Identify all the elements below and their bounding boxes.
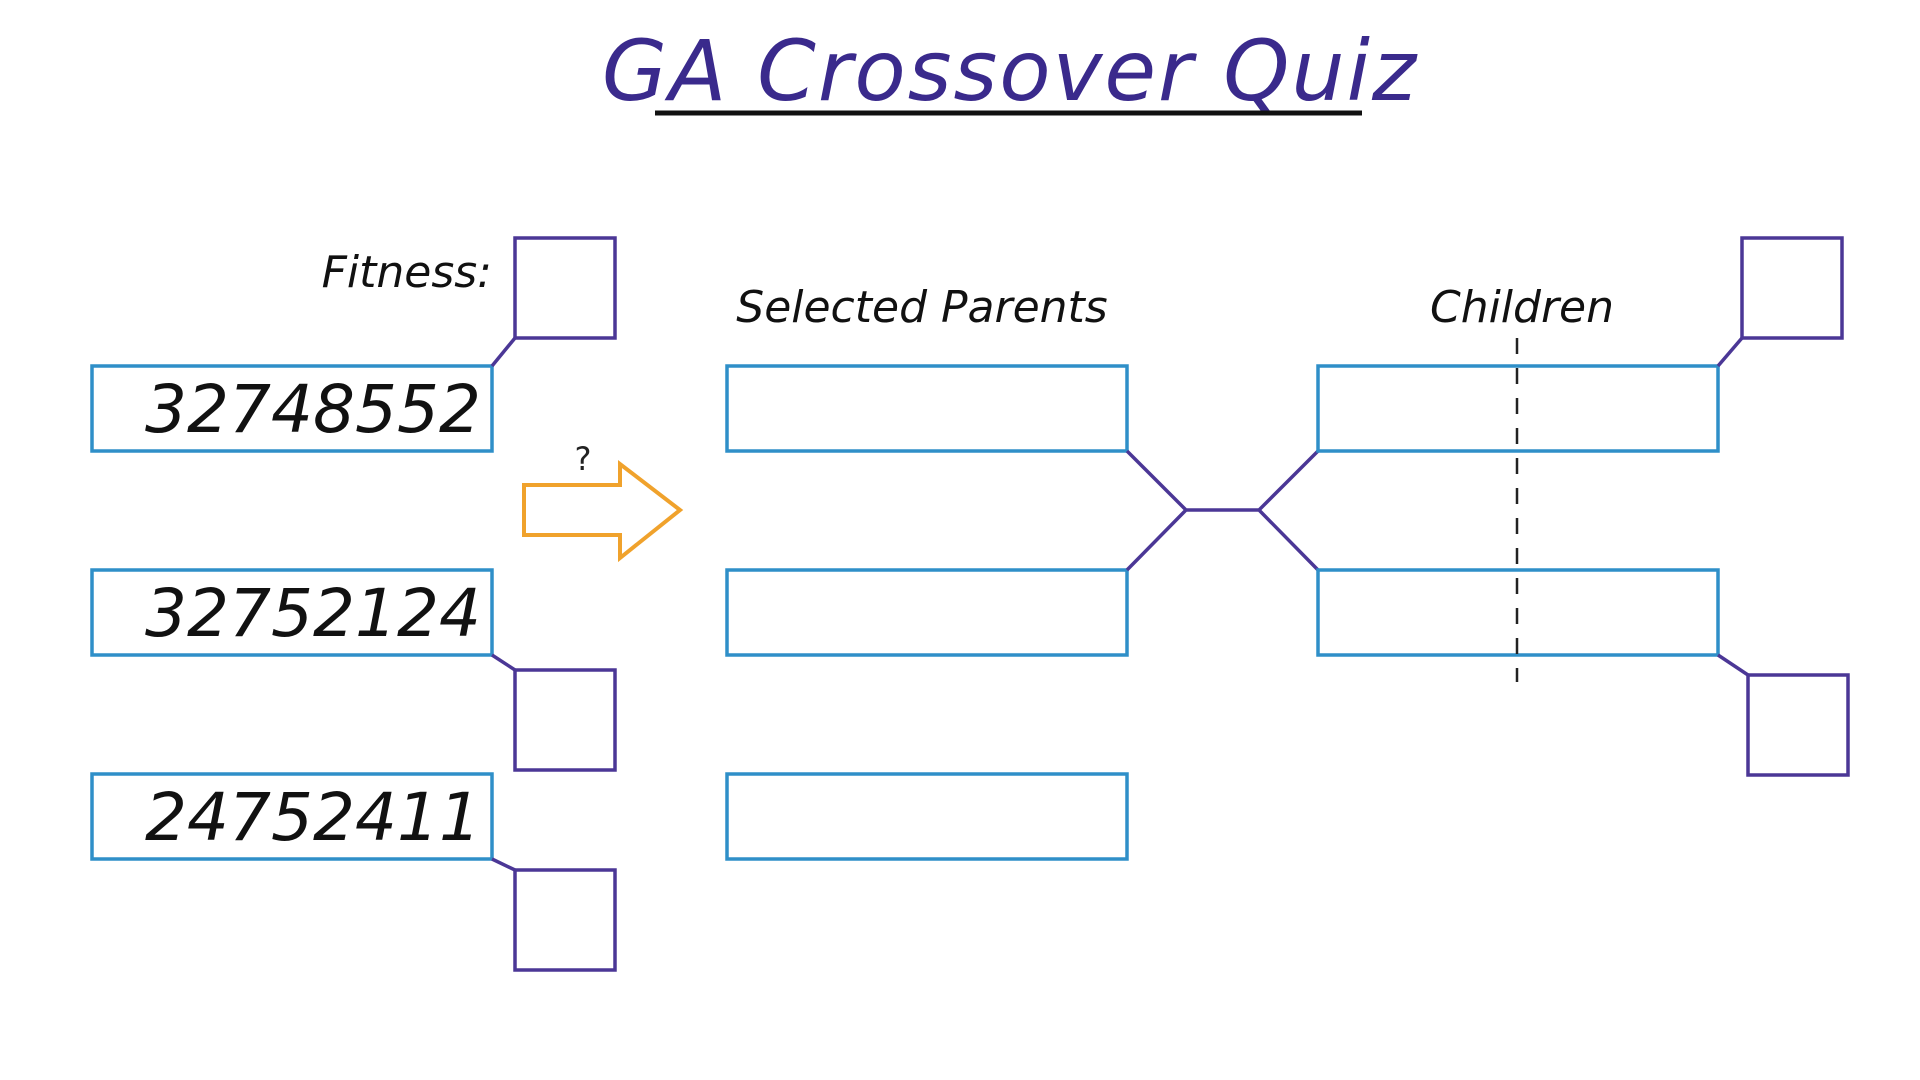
child-fitness-box-2[interactable] bbox=[1746, 673, 1850, 777]
page-title: GA Crossover Quiz bbox=[602, 22, 1418, 120]
selected-parents-label: Selected Parents bbox=[736, 282, 1107, 333]
crossover-connector bbox=[1125, 449, 1320, 572]
population-slot-1 bbox=[90, 364, 494, 453]
population-slot-2 bbox=[90, 568, 494, 657]
population-slot-3 bbox=[90, 772, 494, 861]
child-fitness-connector-1 bbox=[1716, 336, 1744, 368]
population-fitness-connector-3 bbox=[491, 857, 516, 872]
population-fitness-connector-2 bbox=[491, 653, 516, 672]
fitness-label: Fitness: bbox=[322, 247, 492, 298]
population-fitness-box-3[interactable] bbox=[513, 868, 617, 972]
population-fitness-box-1[interactable] bbox=[513, 236, 617, 340]
population-item-3: 24752411 bbox=[90, 772, 494, 861]
children-label: Children bbox=[1430, 282, 1614, 333]
selection-question-mark: ? bbox=[575, 440, 592, 478]
selected-parent-slot-1[interactable] bbox=[725, 364, 1129, 453]
population-fitness-box-2[interactable] bbox=[513, 668, 617, 772]
selected-parent-slot-2[interactable] bbox=[725, 568, 1129, 657]
right-arrow-icon bbox=[522, 459, 684, 563]
population-item-2: 32752124 bbox=[90, 568, 494, 657]
population-item-1: 32748552 bbox=[90, 364, 494, 453]
population-chromosome-2: 32752124 bbox=[145, 575, 481, 652]
population-chromosome-1: 32748552 bbox=[145, 371, 481, 448]
population-chromosome-3: 24752411 bbox=[145, 779, 481, 856]
child-fitness-box-1[interactable] bbox=[1740, 236, 1844, 340]
child-fitness-connector-2 bbox=[1717, 653, 1749, 677]
population-fitness-connector-1 bbox=[490, 336, 517, 368]
selected-parent-slot-3[interactable] bbox=[725, 772, 1129, 861]
